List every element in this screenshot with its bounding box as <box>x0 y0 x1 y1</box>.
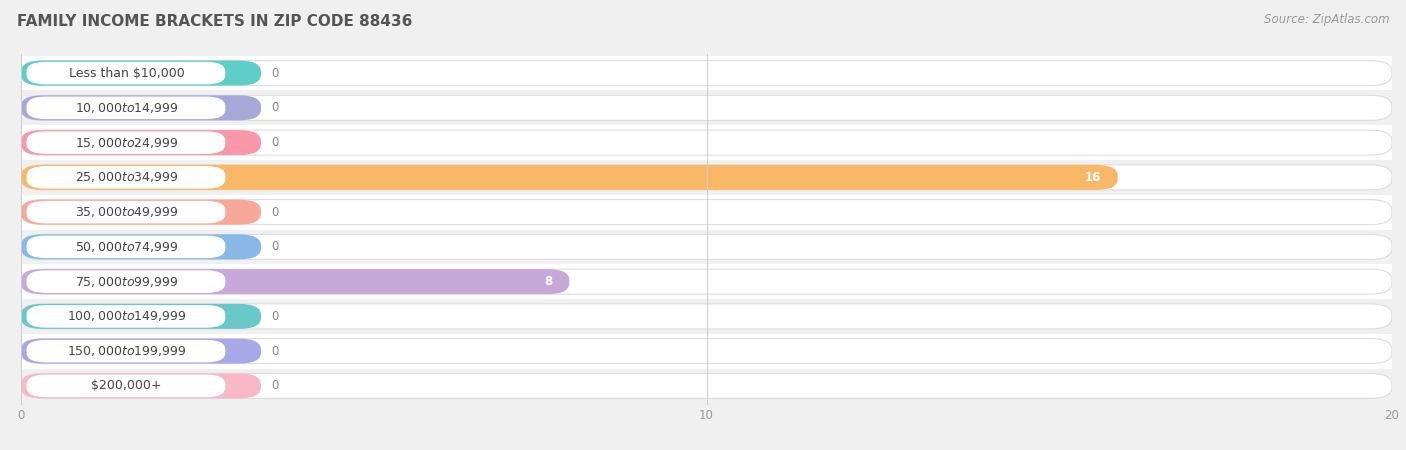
FancyBboxPatch shape <box>21 374 1392 398</box>
FancyBboxPatch shape <box>21 56 1392 90</box>
FancyBboxPatch shape <box>21 130 262 155</box>
FancyBboxPatch shape <box>27 236 225 258</box>
FancyBboxPatch shape <box>21 374 262 398</box>
Text: $200,000+: $200,000+ <box>91 379 162 392</box>
Text: $10,000 to $14,999: $10,000 to $14,999 <box>75 101 179 115</box>
Text: 0: 0 <box>271 310 278 323</box>
FancyBboxPatch shape <box>21 269 569 294</box>
FancyBboxPatch shape <box>27 374 225 397</box>
Text: 0: 0 <box>271 136 278 149</box>
Text: $150,000 to $199,999: $150,000 to $199,999 <box>67 344 187 358</box>
FancyBboxPatch shape <box>21 61 262 86</box>
FancyBboxPatch shape <box>21 195 1392 230</box>
FancyBboxPatch shape <box>21 230 1392 264</box>
Text: Source: ZipAtlas.com: Source: ZipAtlas.com <box>1264 14 1389 27</box>
FancyBboxPatch shape <box>21 200 262 225</box>
FancyBboxPatch shape <box>27 270 225 293</box>
Text: $35,000 to $49,999: $35,000 to $49,999 <box>75 205 179 219</box>
FancyBboxPatch shape <box>21 264 1392 299</box>
FancyBboxPatch shape <box>27 62 225 85</box>
FancyBboxPatch shape <box>21 160 1392 195</box>
Text: $75,000 to $99,999: $75,000 to $99,999 <box>75 274 179 288</box>
FancyBboxPatch shape <box>21 269 1392 294</box>
FancyBboxPatch shape <box>21 61 1392 86</box>
FancyBboxPatch shape <box>27 340 225 362</box>
FancyBboxPatch shape <box>21 338 262 364</box>
FancyBboxPatch shape <box>21 125 1392 160</box>
FancyBboxPatch shape <box>27 305 225 328</box>
FancyBboxPatch shape <box>21 338 1392 364</box>
FancyBboxPatch shape <box>27 201 225 223</box>
FancyBboxPatch shape <box>21 95 1392 121</box>
FancyBboxPatch shape <box>21 304 1392 329</box>
FancyBboxPatch shape <box>27 97 225 119</box>
FancyBboxPatch shape <box>21 369 1392 403</box>
FancyBboxPatch shape <box>21 165 1118 190</box>
FancyBboxPatch shape <box>21 165 1392 190</box>
FancyBboxPatch shape <box>21 95 262 121</box>
Text: Less than $10,000: Less than $10,000 <box>69 67 184 80</box>
Text: $25,000 to $34,999: $25,000 to $34,999 <box>75 171 179 184</box>
Text: 0: 0 <box>271 67 278 80</box>
FancyBboxPatch shape <box>21 130 1392 155</box>
Text: 0: 0 <box>271 206 278 219</box>
Text: $100,000 to $149,999: $100,000 to $149,999 <box>67 310 187 324</box>
Text: $15,000 to $24,999: $15,000 to $24,999 <box>75 135 179 149</box>
FancyBboxPatch shape <box>21 334 1392 369</box>
FancyBboxPatch shape <box>21 234 1392 259</box>
Text: 8: 8 <box>544 275 553 288</box>
FancyBboxPatch shape <box>21 234 262 259</box>
Text: 0: 0 <box>271 345 278 358</box>
FancyBboxPatch shape <box>27 166 225 189</box>
FancyBboxPatch shape <box>21 304 262 329</box>
Text: 0: 0 <box>271 101 278 114</box>
Text: 16: 16 <box>1084 171 1101 184</box>
FancyBboxPatch shape <box>21 299 1392 334</box>
Text: 0: 0 <box>271 240 278 253</box>
FancyBboxPatch shape <box>27 131 225 154</box>
FancyBboxPatch shape <box>21 200 1392 225</box>
Text: FAMILY INCOME BRACKETS IN ZIP CODE 88436: FAMILY INCOME BRACKETS IN ZIP CODE 88436 <box>17 14 412 28</box>
FancyBboxPatch shape <box>21 90 1392 125</box>
Text: $50,000 to $74,999: $50,000 to $74,999 <box>75 240 179 254</box>
Text: 0: 0 <box>271 379 278 392</box>
